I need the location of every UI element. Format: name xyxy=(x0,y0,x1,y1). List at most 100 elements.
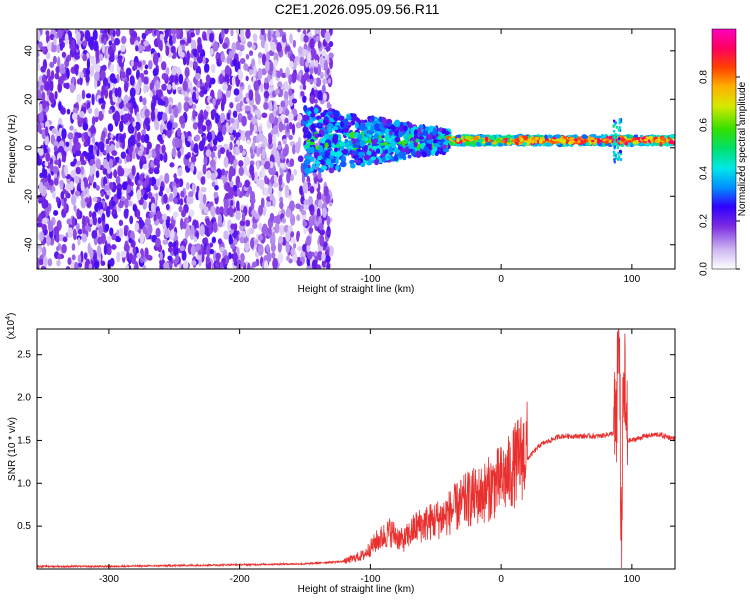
spectrogram-cell xyxy=(80,180,85,192)
spectrogram-cell xyxy=(37,57,40,64)
spectrogram-cell xyxy=(292,242,297,249)
spectrogram-cell xyxy=(108,90,113,100)
spectrogram-cell xyxy=(288,200,295,212)
spectrogram-cell xyxy=(182,259,189,269)
spectrogram-cell xyxy=(313,107,319,114)
spectrogram-cell xyxy=(173,185,178,197)
spectrogram-cell xyxy=(639,143,644,146)
spectrogram-cell xyxy=(152,53,159,66)
spectrogram-cell xyxy=(168,192,174,203)
spectrogram-cell xyxy=(84,29,91,42)
spectrogram-cell xyxy=(316,161,321,165)
spectrogram-cell xyxy=(118,219,124,227)
spectrogram-cell xyxy=(257,67,263,80)
spectrogram-cell xyxy=(197,37,202,46)
spectrogram-cell xyxy=(217,89,222,100)
spectrogram-cell xyxy=(299,185,304,196)
spectrogram-cell xyxy=(159,33,164,41)
spectrogram-cell xyxy=(134,261,139,269)
spectrogram-cell xyxy=(292,144,296,155)
spectrogram-cell xyxy=(617,151,620,155)
spectrogram-cell xyxy=(229,154,234,165)
spectrogram-cell xyxy=(236,259,242,269)
colorbar-tick-label: 0.6 xyxy=(699,118,710,132)
spectrogram-cell xyxy=(108,40,113,46)
spectrogram-cell xyxy=(330,149,334,156)
spectrogram-cell xyxy=(289,33,293,44)
spectrogram-cell xyxy=(136,172,140,180)
spectrogram-cell xyxy=(92,163,96,176)
spectrogram-cell xyxy=(228,50,235,59)
spectrogram-cell xyxy=(107,123,114,132)
spectrogram-cell xyxy=(108,158,114,169)
spectrogram-cell xyxy=(49,157,54,166)
snr-x-tick-label: 0 xyxy=(498,574,504,585)
colorbar-ticks: 0.0 0.2 0.4 0.6 0.8 xyxy=(699,70,740,276)
spectrogram-cell xyxy=(37,222,43,228)
spectrogram-cell xyxy=(350,163,356,169)
spectrogram-cell xyxy=(192,109,196,120)
spectrogram-cell xyxy=(292,39,297,48)
spectrogram-cell xyxy=(212,41,219,52)
spectrogram-cell xyxy=(214,184,219,191)
spectrogram-cell xyxy=(531,137,536,141)
spectrogram-cell xyxy=(284,184,289,192)
snr-y-label: SNR (10 * v/v) xyxy=(7,417,18,481)
spectrogram-cell xyxy=(194,134,201,142)
spectrogram-cell xyxy=(190,224,195,235)
spectrogram-cell xyxy=(246,228,251,238)
spectrogram-cell xyxy=(178,205,183,213)
spectrogram-cell xyxy=(272,125,279,135)
spectrogram-cell xyxy=(274,88,280,95)
spectrogram-cell xyxy=(387,155,393,159)
spectrogram-cell xyxy=(229,141,233,151)
spectrogram-cell xyxy=(190,163,195,173)
spectrogram-cell xyxy=(498,142,503,147)
spectrogram-cell xyxy=(106,235,112,244)
spectrogram-cell xyxy=(424,126,430,132)
spectrogram-cell xyxy=(193,236,198,243)
spectrogram-cell xyxy=(221,124,227,136)
spectrogram-cell xyxy=(190,155,197,163)
spectrogram-cell xyxy=(154,80,161,90)
spectrogram-cell xyxy=(289,60,294,69)
spectrogram-cell xyxy=(39,111,44,124)
spectrogram-cell xyxy=(304,158,311,166)
spectrogram-cell xyxy=(179,245,185,252)
spectrogram-cell xyxy=(159,123,164,134)
spectrogram-cell xyxy=(42,246,47,258)
spectrogram-cell xyxy=(73,158,78,165)
spectrogram-cell xyxy=(303,72,310,81)
spectrogram-cell xyxy=(168,241,173,248)
spectrogram-cell xyxy=(440,133,444,138)
spectrogram-cell xyxy=(62,236,68,243)
spectrogram-cell xyxy=(316,207,321,217)
spectrogram-cell xyxy=(161,213,168,221)
spectrogram-cell xyxy=(163,261,170,269)
spectrogram-cell xyxy=(521,135,529,140)
spectrogram-cell xyxy=(65,266,71,269)
spectrogram-cell xyxy=(38,103,43,113)
spectrogram-cell xyxy=(403,125,408,132)
spectrogram-cell xyxy=(94,71,100,82)
spectrogram-cell xyxy=(370,156,377,161)
spectrogram-cell xyxy=(295,121,302,129)
spectrogram-cell xyxy=(276,214,281,225)
spectrogram-cell xyxy=(340,120,344,128)
spectrogram-cell xyxy=(274,151,280,164)
spectrogram-cell xyxy=(91,127,96,134)
spectrogram-cell xyxy=(168,104,173,115)
colorbar-tick-label: 0.4 xyxy=(699,166,710,180)
spectrogram-cell xyxy=(400,148,406,153)
spectrogram-cell xyxy=(213,191,219,198)
spectrogram-cell xyxy=(118,167,125,177)
spectrogram-cell xyxy=(41,166,46,179)
spectrogram-cell xyxy=(164,172,170,184)
spectrogram-cell xyxy=(221,168,226,176)
spectrogram-cell xyxy=(305,145,311,149)
spectrogram-cell xyxy=(103,244,108,256)
spectrogram-cell xyxy=(269,212,275,222)
spectrogram-cell xyxy=(133,60,138,70)
spectrogram-cell xyxy=(261,54,267,66)
spectrogram-cell xyxy=(223,198,229,211)
